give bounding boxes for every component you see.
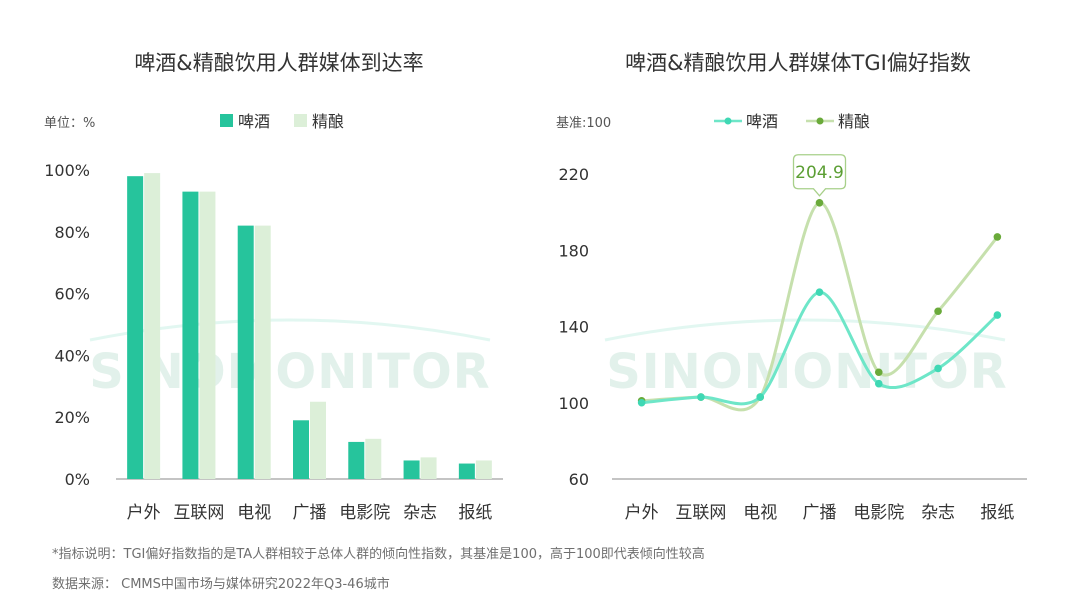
- chart-canvas: 啤酒&精酿饮用人群媒体到达率 单位：% 啤酒 精酿 啤酒&精酿饮用人群媒体TGI…: [44, 51, 1027, 523]
- line-x-tick-label: 电视: [743, 503, 777, 523]
- legend-label-beer: 啤酒: [238, 112, 270, 131]
- bar-craft: [420, 457, 437, 479]
- legend-swatch-craft: [294, 114, 307, 127]
- annotation-label: 204.9: [795, 163, 844, 183]
- bar-x-tick-label: 报纸: [458, 503, 492, 523]
- bar-craft: [365, 438, 382, 479]
- bar-chart-unit: 单位：%: [44, 116, 95, 131]
- line-y-tick-label: 60: [569, 470, 589, 489]
- bar-beer: [127, 176, 144, 479]
- line-chart: 60 100 140 180 220 户外 互联网 电视 广播 电影院 杂志 报纸 204.9: [558, 154, 1027, 523]
- legend-label-craft-line: 精酿: [838, 112, 870, 131]
- bar-craft: [310, 401, 326, 479]
- line-point-beer: [993, 311, 1002, 319]
- bar-x-tick-label: 广播: [293, 503, 327, 523]
- bar-x-tick-label: 互联网: [173, 503, 224, 523]
- line-point-beer: [637, 398, 646, 407]
- bar-beer: [293, 420, 309, 479]
- bar-chart-title: 啤酒&精酿饮用人群媒体到达率: [134, 51, 423, 75]
- bar-x-tick-label: 户外: [127, 503, 161, 523]
- bar-beer: [348, 441, 365, 479]
- bar-y-tick-label: 20%: [54, 408, 90, 427]
- bar-y-tick-label: 60%: [54, 285, 90, 304]
- bar-y-tick-label: 0%: [65, 470, 90, 489]
- line-x-tick-label: 互联网: [675, 503, 726, 523]
- bar-craft: [144, 173, 161, 479]
- bar-craft: [199, 191, 216, 479]
- bar-y-tick-label: 40%: [54, 346, 90, 365]
- bar-craft: [254, 225, 271, 479]
- legend-marker-craft: [816, 117, 824, 125]
- bar-beer: [403, 460, 420, 479]
- line-x-tick-label: 杂志: [921, 503, 955, 523]
- legend-label-craft: 精酿: [312, 112, 344, 131]
- bar-chart: 0% 20% 40% 60% 80% 100% 户外 互联网 电视 广播 电影院 杂志 报纸: [44, 161, 503, 523]
- line-x-tick-label: 广播: [803, 503, 837, 523]
- watermark-right: SINOMONITOR: [604, 318, 1008, 400]
- line-point-beer: [756, 393, 765, 401]
- legend-swatch-beer: [220, 114, 233, 127]
- watermark-right-text: SINOMONITOR: [606, 344, 1008, 400]
- bar-y-tick-label: 100%: [44, 161, 90, 180]
- line-point-craft: [934, 307, 942, 316]
- line-y-tick-label: 100: [558, 394, 589, 413]
- line-y-tick-label: 180: [558, 241, 589, 260]
- bar-x-tick-label: 电视: [237, 503, 271, 523]
- line-point-craft: [874, 368, 883, 377]
- line-chart-unit: 基准:100: [556, 116, 611, 131]
- bar-beer: [182, 191, 199, 479]
- line-point-craft: [815, 198, 824, 207]
- footnote: *指标说明：TGI偏好指数指的是TA人群相较于总体人群的倾向性指数，其基准是10…: [52, 547, 705, 562]
- bar-x-tick-label: 电影院: [339, 503, 390, 523]
- line-point-beer: [697, 393, 705, 401]
- line-chart-title: 啤酒&精酿饮用人群媒体TGI偏好指数: [625, 51, 971, 75]
- bar-craft: [475, 460, 492, 479]
- data-source: 数据来源： CMMS中国市场与媒体研究2022年Q3-46城市: [52, 577, 390, 592]
- line-x-tick-label: 电影院: [853, 503, 904, 523]
- line-y-tick-label: 140: [558, 318, 589, 337]
- line-point-craft: [993, 233, 1002, 241]
- annotation-callout: [792, 154, 847, 197]
- line-point-beer: [934, 364, 942, 373]
- bar-y-tick-label: 80%: [54, 223, 90, 242]
- line-x-tick-label: 报纸: [980, 503, 1014, 523]
- legend-label-beer-line: 啤酒: [746, 112, 778, 131]
- line-point-beer: [874, 379, 883, 388]
- bar-beer: [458, 463, 475, 479]
- bar-beer: [237, 225, 254, 479]
- line-x-tick-label: 户外: [625, 503, 659, 523]
- bar-x-tick-label: 杂志: [403, 503, 437, 523]
- line-point-beer: [815, 288, 824, 296]
- line-y-tick-label: 220: [558, 165, 589, 184]
- legend-marker-beer: [724, 117, 732, 125]
